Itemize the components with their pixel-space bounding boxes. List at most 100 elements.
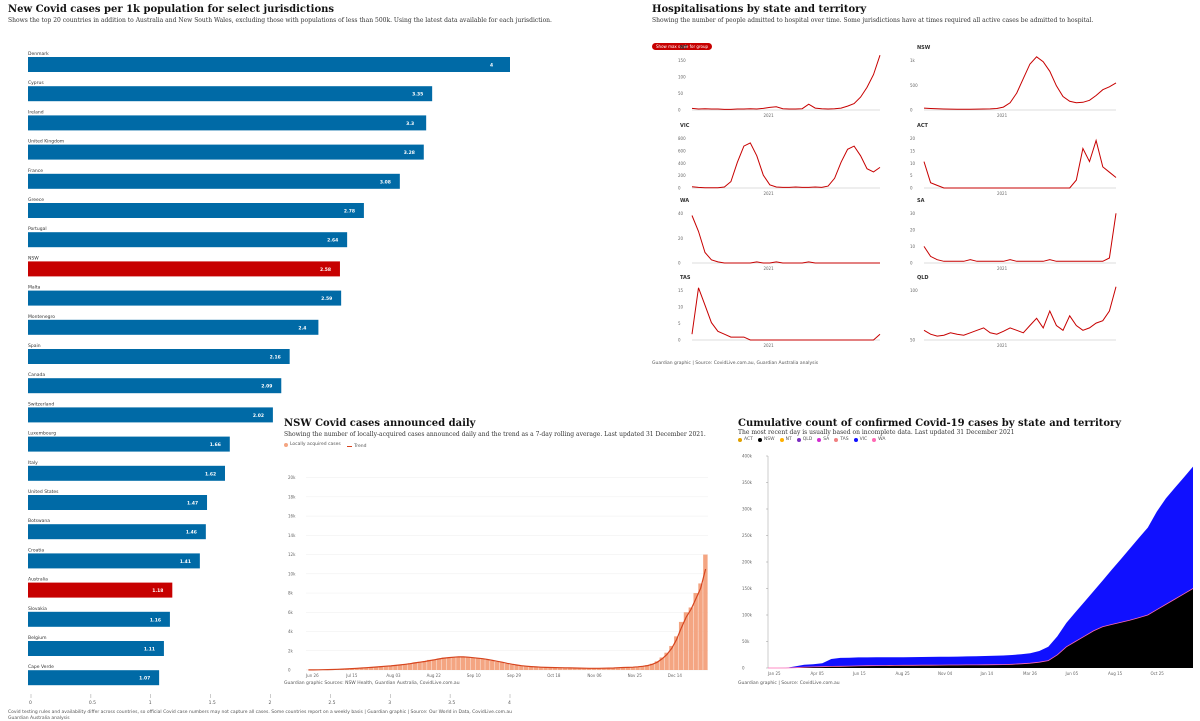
y-tick-label: 0 xyxy=(678,186,681,191)
bar-category-label: United States xyxy=(28,489,59,495)
daily-case-bar xyxy=(495,662,499,670)
x-tick-label: Aug 03 xyxy=(386,673,401,678)
legend-label: NSW xyxy=(764,437,775,442)
daily-case-bar xyxy=(422,661,426,670)
cumulative-panel: Cumulative count of confirmed Covid-19 c… xyxy=(738,418,1198,718)
hospitalisation-line xyxy=(692,288,880,340)
legend-label: QLD xyxy=(803,437,813,442)
y-tick-label: 50k xyxy=(742,639,750,644)
x-year-label: 2021 xyxy=(997,113,1008,118)
bar xyxy=(28,349,290,364)
x-tick-label: Nov 04 xyxy=(938,671,953,676)
x-year-label: 2021 xyxy=(763,113,774,118)
legend-swatch xyxy=(872,438,876,442)
y-tick-label: 0 xyxy=(678,108,681,113)
y-tick-label: 150 xyxy=(678,58,686,63)
daily-case-bar xyxy=(490,661,494,670)
x-tick-label: Aug 22 xyxy=(427,673,442,678)
bar-category-label: Slovakia xyxy=(28,606,47,612)
daily-case-bar xyxy=(451,657,455,670)
bar-category-label: Spain xyxy=(28,343,41,349)
x-year-label: 2021 xyxy=(763,343,774,348)
bar-category-label: NSW xyxy=(28,255,39,261)
legend-label: ACT xyxy=(744,437,753,442)
y-tick-label: 10 xyxy=(910,244,916,249)
cumulative-subtitle: The most recent day is usually based on … xyxy=(738,429,1014,437)
legend-label: NT xyxy=(786,437,792,442)
bar-category-label: Cyprus xyxy=(28,80,44,86)
y-tick-label: 14k xyxy=(288,533,296,538)
bar-value-label: 3.28 xyxy=(404,150,415,156)
y-tick-label: 40 xyxy=(678,211,684,216)
y-tick-label: 2k xyxy=(288,648,294,653)
bar xyxy=(28,232,347,247)
y-tick-label: 0 xyxy=(678,261,681,266)
x-tick-label: Sep 10 xyxy=(467,673,481,678)
x-tick-label: Jan 14 xyxy=(980,671,994,676)
y-tick-label: 16k xyxy=(288,514,296,519)
bar-value-label: 3.3 xyxy=(406,121,414,127)
x-tick-label: Aug 25 xyxy=(896,671,911,676)
bar-value-label: 2.59 xyxy=(321,296,332,302)
y-tick-label: 200k xyxy=(742,560,753,565)
bar-value-label: 2.16 xyxy=(270,355,281,361)
y-tick-label: 150k xyxy=(742,586,753,591)
daily-case-bar xyxy=(500,662,504,670)
bar-value-label: 1.47 xyxy=(187,501,198,507)
y-tick-label: 30 xyxy=(910,211,916,216)
x-tick-label: 2 xyxy=(269,700,272,704)
x-tick-label: 1 xyxy=(149,700,152,704)
bar-value-label: 4 xyxy=(490,63,493,69)
bar xyxy=(28,115,426,130)
legend-label: WA xyxy=(878,437,885,442)
bar-value-label: 3.08 xyxy=(380,179,391,185)
y-tick-label: 20 xyxy=(678,236,684,241)
bar-value-label: 1.07 xyxy=(139,676,150,682)
x-tick-label: Jun 26 xyxy=(305,673,319,678)
legend-local-cases-swatch xyxy=(284,443,288,447)
hospitalisation-source: Guardian graphic | Source: CovidLive.com… xyxy=(652,361,818,366)
bar xyxy=(28,466,225,481)
bar xyxy=(28,57,510,72)
y-tick-label: 400 xyxy=(678,161,686,166)
legend-swatch xyxy=(797,438,801,442)
legend-label: VIC xyxy=(860,437,868,442)
x-tick-label: Oct 25 xyxy=(1151,671,1165,676)
legend-label: TAS xyxy=(840,437,848,442)
y-tick-label: 10 xyxy=(910,161,916,166)
bar-value-label: 1.46 xyxy=(186,530,197,536)
daily-case-bar xyxy=(461,657,465,670)
bar xyxy=(28,320,318,335)
daily-case-bar xyxy=(442,657,446,670)
y-tick-label: 0 xyxy=(910,261,913,266)
cumulative-source: Guardian graphic | Source: CovidLive.com… xyxy=(738,681,840,686)
bar-value-label: 1.41 xyxy=(180,559,191,565)
legend-trend-swatch xyxy=(347,446,352,447)
x-tick-label: 1.5 xyxy=(209,700,216,704)
y-tick-label: 8k xyxy=(288,591,294,596)
y-tick-label: 400k xyxy=(742,454,753,459)
legend-item-nsw: NSW xyxy=(758,437,775,442)
legend-item-vic: VIC xyxy=(854,437,868,442)
y-tick-label: 15 xyxy=(678,288,684,293)
y-tick-label: 4k xyxy=(288,629,294,634)
legend-item-nt: NT xyxy=(780,437,792,442)
y-tick-label: 250k xyxy=(742,533,753,538)
hospitalisation-svg: NT0501001502021NSW05001k2021VIC020040060… xyxy=(652,4,1197,364)
legend-item-tas: TAS xyxy=(834,437,848,442)
bar xyxy=(28,261,340,276)
state-panel-label: QLD xyxy=(917,275,929,281)
daily-case-bar xyxy=(674,636,678,670)
legend-swatch xyxy=(780,438,784,442)
y-tick-label: 50 xyxy=(678,91,684,96)
bar-value-label: 1.62 xyxy=(205,471,216,477)
bar-category-label: Australia xyxy=(28,577,48,583)
bar xyxy=(28,203,364,218)
y-tick-label: 20 xyxy=(910,136,916,141)
x-tick-label: Jan 25 xyxy=(767,671,781,676)
legend-item-wa: WA xyxy=(872,437,885,442)
daily-case-bar xyxy=(698,583,702,670)
y-tick-label: 20k xyxy=(288,475,296,480)
bar-category-label: Switzerland xyxy=(28,401,54,407)
